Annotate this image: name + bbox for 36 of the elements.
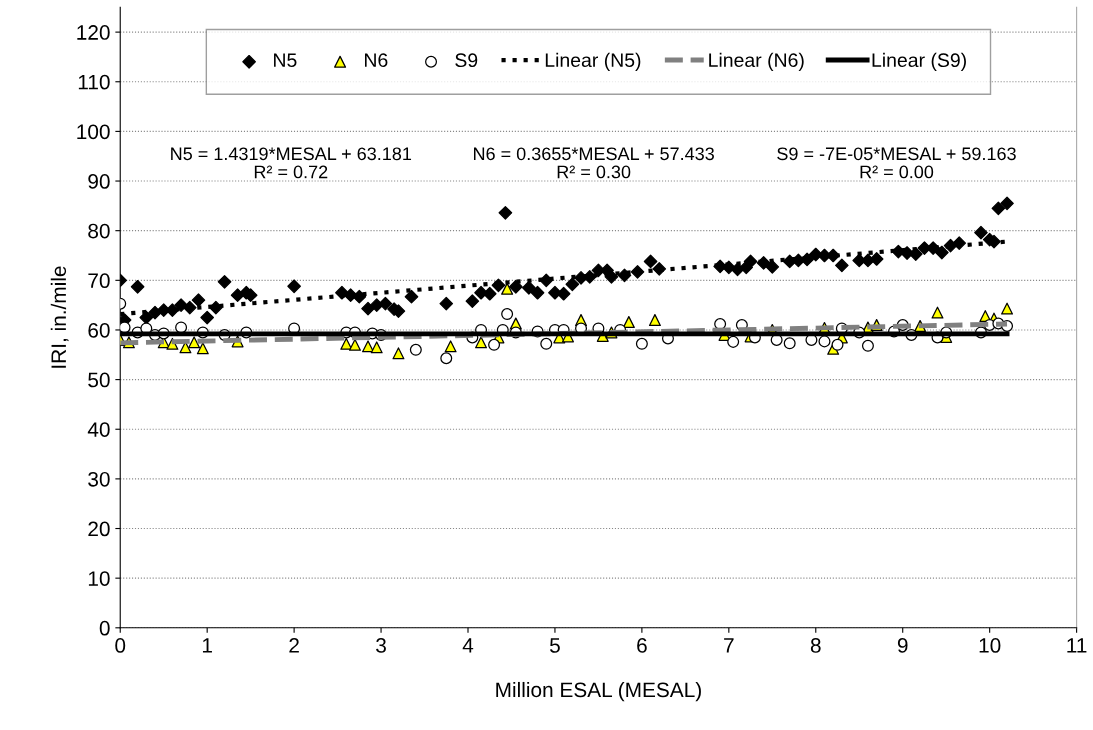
y-tick-label: 70 <box>88 273 110 289</box>
y-tick-label: 30 <box>88 471 110 487</box>
x-tick-label: 0 <box>115 638 126 653</box>
y-tick-label: 40 <box>87 422 110 437</box>
x-tick-label: 7 <box>724 638 734 653</box>
x-tick-label: 11 <box>1067 638 1087 653</box>
y-tick-label: 20 <box>88 521 110 537</box>
x-tick-label: 3 <box>376 638 386 653</box>
x-axis-title: Million ESAL (MESAL) <box>496 681 701 702</box>
y-tick-label: 60 <box>88 322 110 338</box>
y-tick-label: 90 <box>88 174 110 189</box>
x-tick-label: 10 <box>979 638 1001 653</box>
annotation: S9 = -7E-05*MESAL + 59.163 R² = 0.00 <box>777 147 1016 179</box>
x-tick-label: 6 <box>637 638 647 653</box>
annotation: N6 = 0.3655*MESAL + 57.433 R² = 0.30 <box>474 147 714 179</box>
y-tick-label: 80 <box>88 223 110 239</box>
legend-label: N6 <box>365 53 388 68</box>
y-tick-label: 100 <box>77 124 110 140</box>
y-tick-label: 10 <box>88 571 110 586</box>
y-tick-label: 120 <box>77 25 110 40</box>
legend-label: Linear (S9) <box>872 52 966 71</box>
y-tick-label: 110 <box>78 74 110 90</box>
legend-label: Linear (N6) <box>709 52 804 71</box>
y-tick-label: 0 <box>99 620 110 636</box>
y-axis-title: IRI, in./mile <box>50 266 69 368</box>
x-tick-label: 9 <box>897 638 908 653</box>
legend-label: S9 <box>455 53 478 68</box>
legend-label: N5 <box>274 53 297 68</box>
x-tick-label: 1 <box>202 638 212 653</box>
x-tick-label: 8 <box>810 638 821 653</box>
x-tick-label: 2 <box>289 638 299 653</box>
legend-label: Linear (N5) <box>545 52 641 71</box>
x-tick-label: 5 <box>549 638 560 653</box>
annotation: N5 = 1.4319*MESAL + 63.181 R² = 0.72 <box>171 147 412 179</box>
x-tick-label: 4 <box>462 638 474 653</box>
y-tick-label: 50 <box>88 372 110 388</box>
